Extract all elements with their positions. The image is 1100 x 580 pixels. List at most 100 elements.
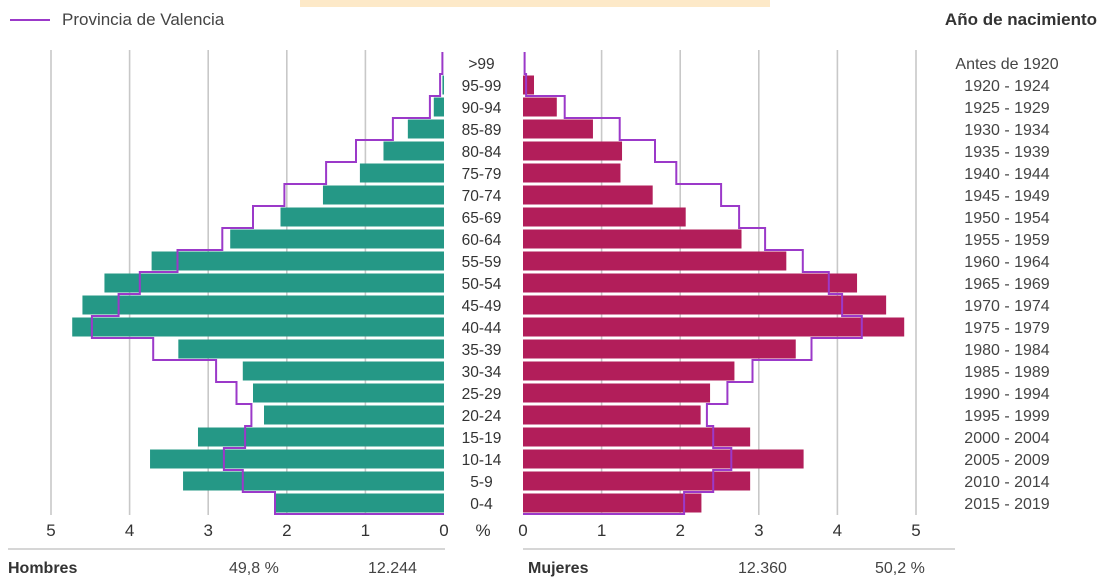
- bar-men-6: [322, 185, 444, 205]
- birth-year-axis-title: Año de nacimiento: [944, 10, 1097, 29]
- age-group-label-9: 55-59: [462, 254, 502, 271]
- birth-year-label-16: 1995 - 1999: [964, 408, 1050, 425]
- bar-men-8: [230, 229, 444, 249]
- province-outline-men: [90, 52, 444, 515]
- birth-year-label-13: 1980 - 1984: [964, 342, 1050, 359]
- age-group-label-15: 25-29: [462, 386, 502, 403]
- bar-women-2: [523, 97, 557, 117]
- x-tick-left-4: 4: [125, 521, 134, 540]
- birth-year-label-19: 2010 - 2014: [964, 474, 1050, 491]
- x-tick-right-3: 3: [754, 521, 763, 540]
- bar-men-20: [275, 493, 444, 513]
- bar-men-16: [264, 405, 444, 425]
- bar-men-9: [151, 251, 444, 271]
- bar-men-4: [383, 141, 444, 161]
- age-group-label-1: 95-99: [462, 78, 502, 95]
- bar-men-18: [150, 449, 444, 469]
- birth-year-label-4: 1935 - 1939: [964, 144, 1050, 161]
- men-count: 12.244: [368, 560, 417, 577]
- bar-women-13: [523, 339, 796, 359]
- age-group-label-12: 40-44: [462, 320, 502, 337]
- bar-men-15: [253, 383, 444, 403]
- legend-line-icon: [10, 19, 50, 21]
- birth-year-label-17: 2000 - 2004: [964, 430, 1050, 447]
- men-percent: 49,8 %: [229, 560, 279, 577]
- age-group-label-20: 0-4: [470, 496, 493, 513]
- age-group-label-11: 45-49: [462, 298, 502, 315]
- age-group-label-7: 65-69: [462, 210, 502, 227]
- bar-women-6: [523, 185, 653, 205]
- bar-men-14: [242, 361, 444, 381]
- bar-women-12: [523, 317, 905, 337]
- birth-year-label-12: 1975 - 1979: [964, 320, 1050, 337]
- x-tick-right-4: 4: [833, 521, 842, 540]
- age-group-label-13: 35-39: [462, 342, 502, 359]
- chart-legend: Provincia de Valencia: [10, 8, 224, 32]
- legend-label: Provincia de Valencia: [62, 10, 225, 29]
- age-group-label-4: 80-84: [462, 144, 502, 161]
- birth-year-label-10: 1965 - 1969: [964, 276, 1050, 293]
- bar-women-20: [523, 493, 702, 513]
- bar-men-5: [359, 163, 444, 183]
- bar-women-15: [523, 383, 711, 403]
- bar-men-2: [433, 97, 444, 117]
- men-label: Hombres: [8, 560, 78, 577]
- birth-year-label-20: 2015 - 2019: [964, 496, 1050, 513]
- x-tick-right-1: 1: [597, 521, 606, 540]
- age-group-label-5: 75-79: [462, 166, 502, 183]
- age-group-label-8: 60-64: [462, 232, 502, 249]
- birth-year-label-3: 1930 - 1934: [964, 122, 1050, 139]
- women-percent: 50,2 %: [875, 560, 925, 577]
- bar-men-1: [442, 75, 444, 95]
- birth-year-label-5: 1940 - 1944: [964, 166, 1050, 183]
- bar-women-10: [523, 273, 858, 293]
- x-tick-left-5: 5: [46, 521, 55, 540]
- age-group-label-17: 15-19: [462, 430, 502, 447]
- women-count: 12.360: [738, 560, 787, 577]
- bar-men-10: [104, 273, 444, 293]
- x-tick-left-0: 0: [439, 521, 448, 540]
- bar-women-8: [523, 229, 742, 249]
- bar-men-11: [82, 295, 444, 315]
- bar-men-7: [280, 207, 444, 227]
- age-group-label-2: 90-94: [462, 100, 502, 117]
- bar-women-1: [523, 75, 535, 95]
- bar-women-7: [523, 207, 686, 227]
- age-group-label-19: 5-9: [470, 474, 492, 491]
- bar-men-12: [72, 317, 445, 337]
- birth-year-label-7: 1950 - 1954: [964, 210, 1050, 227]
- age-group-label-16: 20-24: [462, 408, 502, 425]
- age-group-label-14: 30-34: [462, 364, 502, 381]
- bar-women-18: [523, 449, 804, 469]
- top-tab-strip: [300, 0, 770, 7]
- x-axis-unit-label: %: [475, 521, 490, 540]
- bar-women-5: [523, 163, 621, 183]
- bar-women-19: [523, 471, 751, 491]
- birth-year-label-18: 2005 - 2009: [964, 452, 1050, 469]
- x-tick-left-3: 3: [203, 521, 212, 540]
- birth-year-label-6: 1945 - 1949: [964, 188, 1050, 205]
- bar-women-11: [523, 295, 887, 315]
- province-outline-women: [523, 52, 863, 515]
- bar-women-14: [523, 361, 735, 381]
- birth-year-label-2: 1925 - 1929: [964, 100, 1050, 117]
- x-tick-left-2: 2: [282, 521, 291, 540]
- age-group-label-18: 10-14: [462, 452, 502, 469]
- bar-women-9: [523, 251, 787, 271]
- birth-year-label-11: 1970 - 1974: [964, 298, 1050, 315]
- x-tick-right-0: 0: [518, 521, 527, 540]
- birth-year-label-0: Antes de 1920: [955, 56, 1058, 73]
- x-tick-left-1: 1: [361, 521, 370, 540]
- birth-year-label-8: 1955 - 1959: [964, 232, 1050, 249]
- age-group-label-6: 70-74: [462, 188, 502, 205]
- age-group-label-10: 50-54: [462, 276, 502, 293]
- bar-men-13: [178, 339, 444, 359]
- bar-women-3: [523, 119, 593, 139]
- bar-men-17: [197, 427, 444, 447]
- x-tick-right-5: 5: [911, 521, 920, 540]
- birth-year-label-14: 1985 - 1989: [964, 364, 1050, 381]
- age-group-label-0: >99: [468, 56, 494, 73]
- women-label: Mujeres: [528, 560, 589, 577]
- x-tick-right-2: 2: [675, 521, 684, 540]
